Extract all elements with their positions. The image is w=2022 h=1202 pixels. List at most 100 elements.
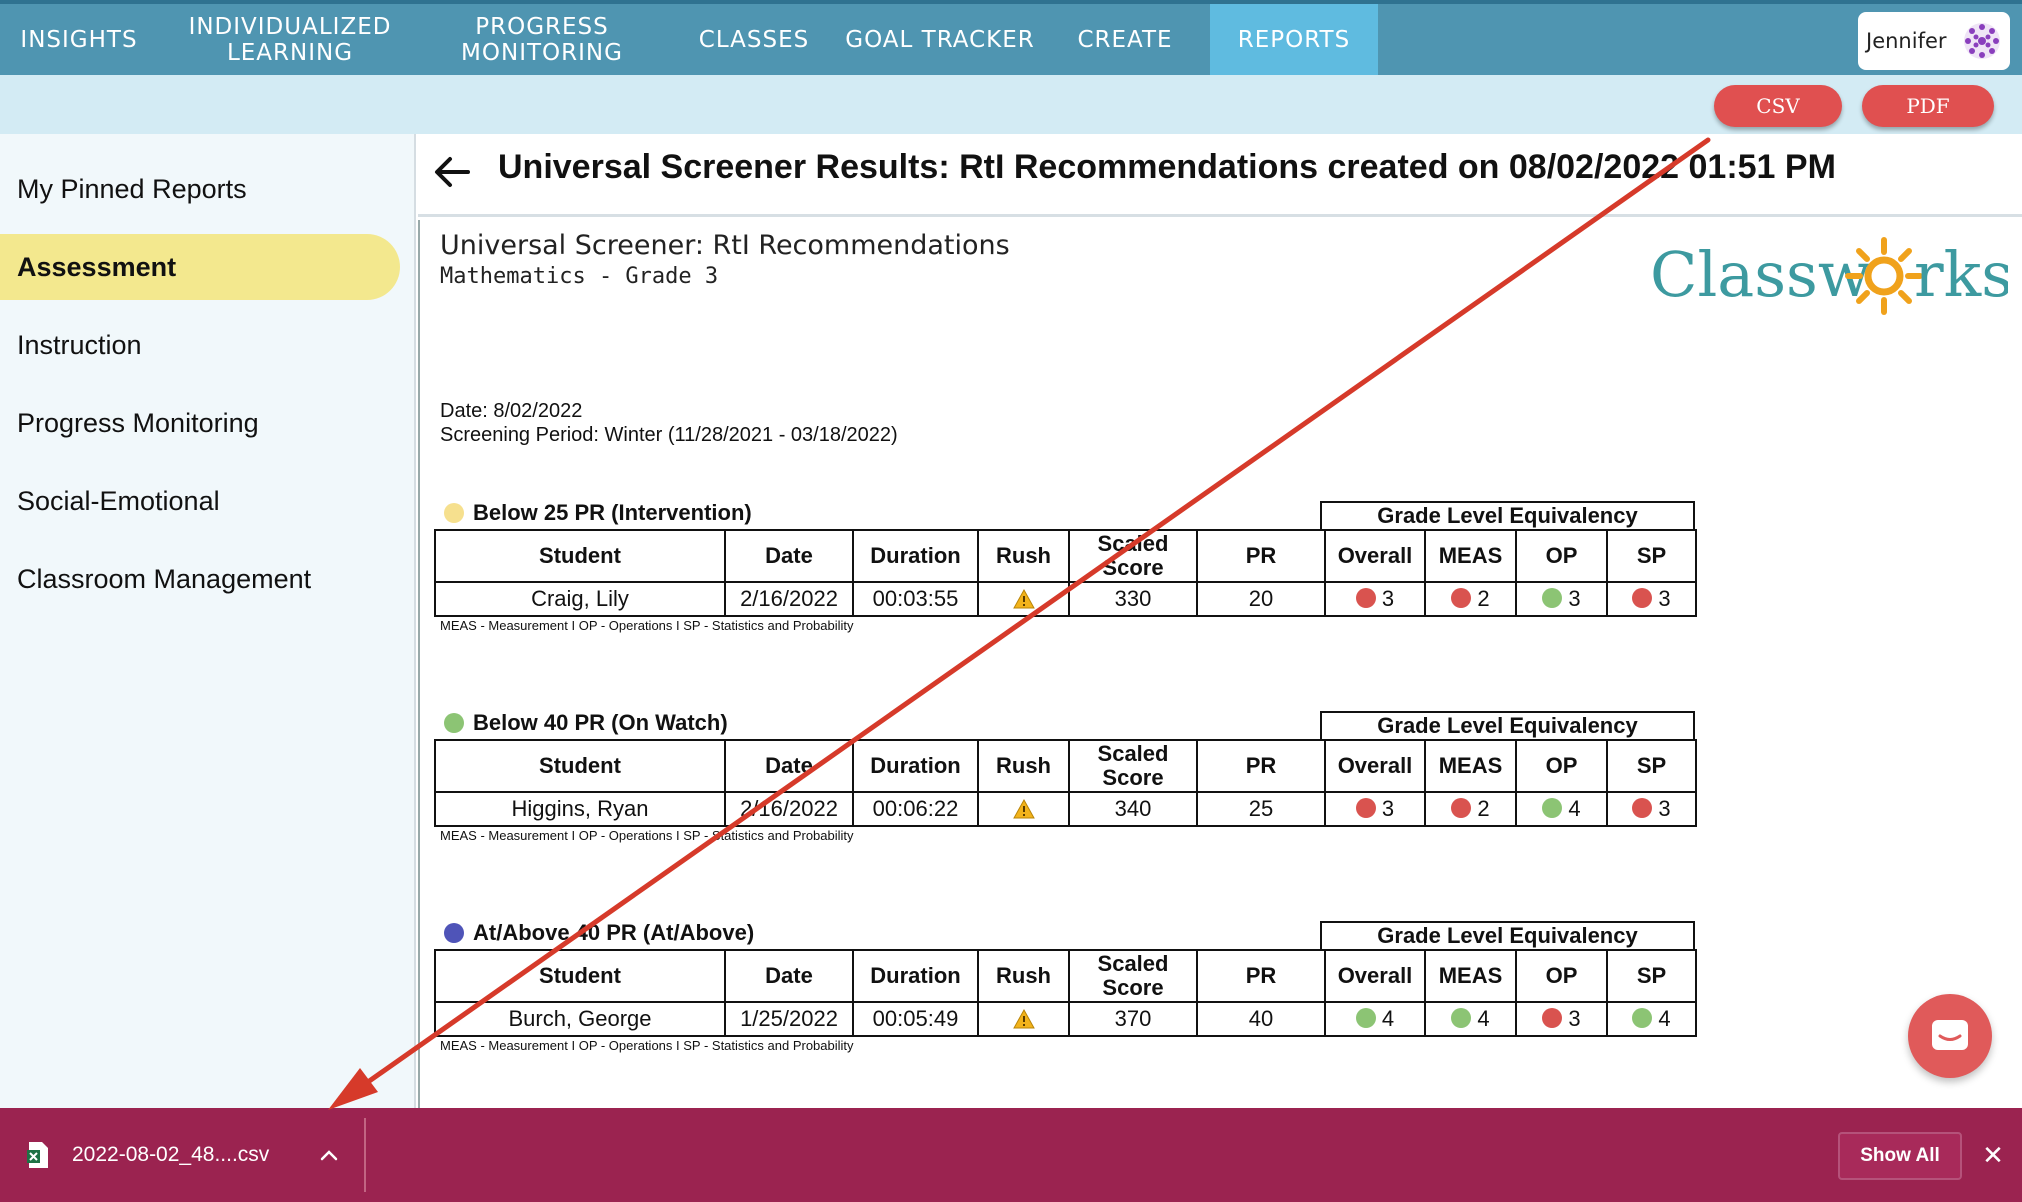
sp-cell: 3	[1606, 791, 1697, 827]
col-sp: SP	[1606, 739, 1697, 793]
rush-cell	[977, 581, 1070, 617]
sidebar-item-my-pinned-reports[interactable]: My Pinned Reports	[17, 173, 247, 204]
results-table-on-watch: Student Date Duration Rush Scaled Score …	[434, 739, 1697, 827]
nav-reports[interactable]: REPORTS	[1210, 4, 1378, 75]
student-name: Burch, George	[434, 1001, 726, 1037]
section-label-intervention: Below 25 PR (Intervention)	[444, 500, 752, 526]
col-date: Date	[724, 739, 854, 793]
sidebar-item-progress-monitoring[interactable]: Progress Monitoring	[17, 407, 259, 438]
report-document: Universal Screener: RtI Recommendations …	[418, 220, 2022, 1108]
col-op: OP	[1515, 949, 1608, 1003]
user-avatar-icon	[1964, 23, 2000, 59]
status-dot-icon	[1542, 588, 1563, 608]
abbreviation-legend: MEAS - Measurement I OP - Operations I S…	[440, 1038, 854, 1053]
col-pr: PR	[1196, 739, 1326, 793]
sidebar-item-social-emotional[interactable]: Social-Emotional	[17, 485, 220, 516]
op-cell: 3	[1515, 581, 1608, 617]
col-scaled-score: Scaled Score	[1068, 949, 1198, 1003]
col-student: Student	[434, 949, 726, 1003]
col-op: OP	[1515, 529, 1608, 583]
col-overall: Overall	[1324, 529, 1426, 583]
download-filename: 2022-08-02_48....csv	[72, 1143, 270, 1166]
col-meas: MEAS	[1424, 529, 1517, 583]
abbreviation-legend: MEAS - Measurement I OP - Operations I S…	[440, 618, 854, 633]
logo-text-right: rks	[1914, 238, 2008, 311]
top-navigation: INSIGHTS INDIVIDUALIZED LEARNING PROGRES…	[0, 0, 2022, 75]
scaled-score: 330	[1068, 581, 1198, 617]
user-name: Jennifer	[1866, 29, 1947, 53]
warning-icon	[1012, 589, 1035, 609]
col-overall: Overall	[1324, 739, 1426, 793]
pdf-button[interactable]: PDF	[1862, 85, 1994, 127]
grade-level-equivalency-header: Grade Level Equivalency	[1320, 921, 1695, 949]
meas-cell: 2	[1424, 581, 1517, 617]
chevron-up-icon[interactable]	[318, 1140, 340, 1170]
col-date: Date	[724, 949, 854, 1003]
meas-cell: 4	[1424, 1001, 1517, 1037]
table-row: Higgins, Ryan 2/16/2022 00:06:22 340 25 …	[434, 791, 1697, 827]
student-name: Craig, Lily	[434, 581, 726, 617]
status-dot-icon	[1632, 1008, 1653, 1028]
overall-cell: 4	[1324, 1001, 1426, 1037]
test-duration: 00:06:22	[852, 791, 979, 827]
table-header-row: Student Date Duration Rush Scaled Score …	[434, 529, 1697, 583]
sp-cell: 3	[1606, 581, 1697, 617]
table-header-row: Student Date Duration Rush Scaled Score …	[434, 739, 1697, 793]
status-dot-icon	[1542, 1008, 1563, 1028]
show-all-button[interactable]: Show All	[1838, 1132, 1962, 1180]
nav-individualized-learning[interactable]: INDIVIDUALIZED LEARNING	[188, 13, 392, 66]
col-scaled-score: Scaled Score	[1068, 529, 1198, 583]
download-item[interactable]: 2022-08-02_48....csv	[26, 1136, 269, 1174]
close-icon[interactable]: ✕	[1982, 1140, 2004, 1170]
status-dot-icon	[1451, 1008, 1472, 1028]
sidebar-item-assessment[interactable]: Assessment	[0, 234, 400, 300]
nav-classes[interactable]: CLASSES	[698, 26, 810, 53]
student-name: Higgins, Ryan	[434, 791, 726, 827]
col-date: Date	[724, 529, 854, 583]
col-meas: MEAS	[1424, 739, 1517, 793]
nav-goal-tracker[interactable]: GOAL TRACKER	[845, 26, 1035, 53]
nav-progress-monitoring[interactable]: PROGRESS MONITORING	[461, 13, 623, 66]
col-sp: SP	[1606, 529, 1697, 583]
excel-file-icon	[27, 1142, 48, 1168]
status-dot-icon	[1451, 588, 1472, 608]
sidebar-item-instruction[interactable]: Instruction	[17, 329, 142, 360]
status-dot-icon	[1542, 798, 1563, 818]
nav-insights[interactable]: INSIGHTS	[20, 26, 138, 53]
report-actions-bar: CSV PDF	[0, 75, 2022, 134]
table-header-row: Student Date Duration Rush Scaled Score …	[434, 949, 1697, 1003]
scaled-score: 340	[1068, 791, 1198, 827]
rush-cell	[977, 791, 1070, 827]
grade-level-equivalency-header: Grade Level Equivalency	[1320, 711, 1695, 739]
nav-create[interactable]: CREATE	[1077, 26, 1173, 53]
chat-button[interactable]	[1908, 994, 1992, 1078]
col-duration: Duration	[852, 529, 979, 583]
sidebar-item-classroom-management[interactable]: Classroom Management	[17, 563, 312, 594]
col-scaled-score: Scaled Score	[1068, 739, 1198, 793]
op-cell: 3	[1515, 1001, 1608, 1037]
user-menu[interactable]: Jennifer	[1858, 12, 2010, 70]
col-duration: Duration	[852, 949, 979, 1003]
screening-period: Screening Period: Winter (11/28/2021 - 0…	[440, 424, 898, 446]
test-date: 1/25/2022	[724, 1001, 854, 1037]
section-label-on-watch: Below 40 PR (On Watch)	[444, 710, 728, 736]
col-pr: PR	[1196, 529, 1326, 583]
pr-value: 25	[1196, 791, 1326, 827]
sp-cell: 4	[1606, 1001, 1697, 1037]
pr-value: 40	[1196, 1001, 1326, 1037]
table-row: Craig, Lily 2/16/2022 00:03:55 330 20 3 …	[434, 581, 1697, 617]
status-dot-icon	[1451, 798, 1472, 818]
status-dot-icon	[1355, 1008, 1376, 1028]
abbreviation-legend: MEAS - Measurement I OP - Operations I S…	[440, 828, 854, 843]
csv-button[interactable]: CSV	[1714, 85, 1842, 127]
section-label-at-above: At/Above 40 PR (At/Above)	[444, 920, 754, 946]
status-dot-icon	[1355, 588, 1376, 608]
overall-cell: 3	[1324, 791, 1426, 827]
rush-cell	[977, 1001, 1070, 1037]
col-duration: Duration	[852, 739, 979, 793]
col-sp: SP	[1606, 949, 1697, 1003]
warning-icon	[1012, 799, 1035, 819]
arrow-left-icon[interactable]	[432, 152, 472, 192]
col-overall: Overall	[1324, 949, 1426, 1003]
